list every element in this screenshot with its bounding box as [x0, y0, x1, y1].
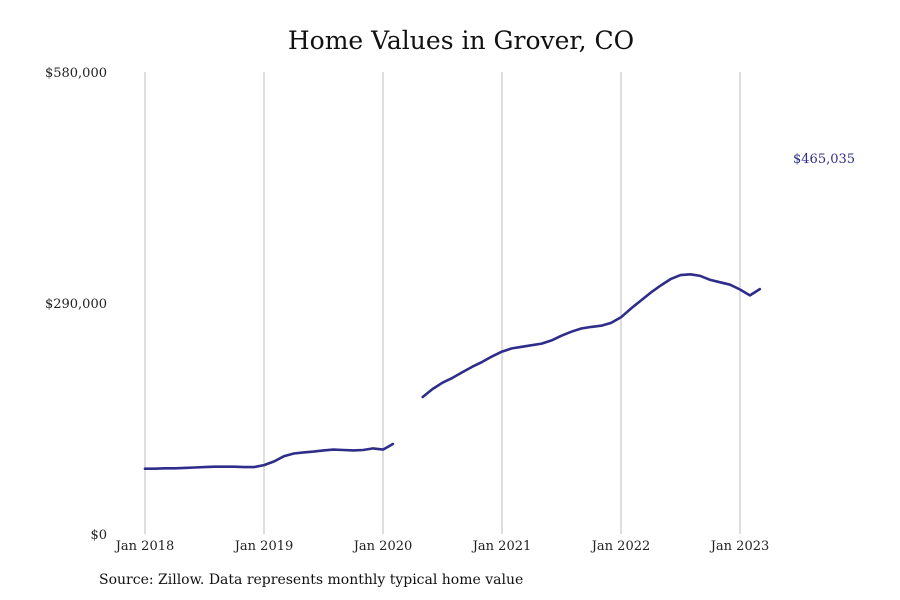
series-line-segment-2	[421, 272, 762, 399]
x-tick-label: Jan 2018	[114, 539, 175, 554]
y-tick-label: $0	[90, 528, 107, 543]
x-tick-label: Jan 2021	[471, 539, 532, 554]
x-tick-label: Jan 2019	[233, 539, 294, 554]
series-home-value	[143, 272, 762, 471]
y-tick-label: $580,000	[45, 66, 107, 81]
grid-lines	[144, 72, 741, 534]
series-line-segment-1	[143, 442, 395, 471]
y-axis-tick-labels: $0 $290,000 $580,000	[45, 66, 107, 543]
end-value-label: $465,035	[793, 152, 855, 167]
x-axis-tick-labels: Jan 2018 Jan 2019 Jan 2020 Jan 2021 Jan 2022…	[114, 539, 770, 554]
x-tick-label: Jan 2020	[352, 539, 413, 554]
x-tick-label: Jan 2023	[709, 539, 770, 554]
source-note: Source: Zillow. Data represents monthly …	[99, 572, 524, 588]
x-tick-label: Jan 2022	[590, 539, 651, 554]
y-tick-label: $290,000	[45, 297, 107, 312]
chart-title: Home Values in Grover, CO	[287, 26, 635, 55]
